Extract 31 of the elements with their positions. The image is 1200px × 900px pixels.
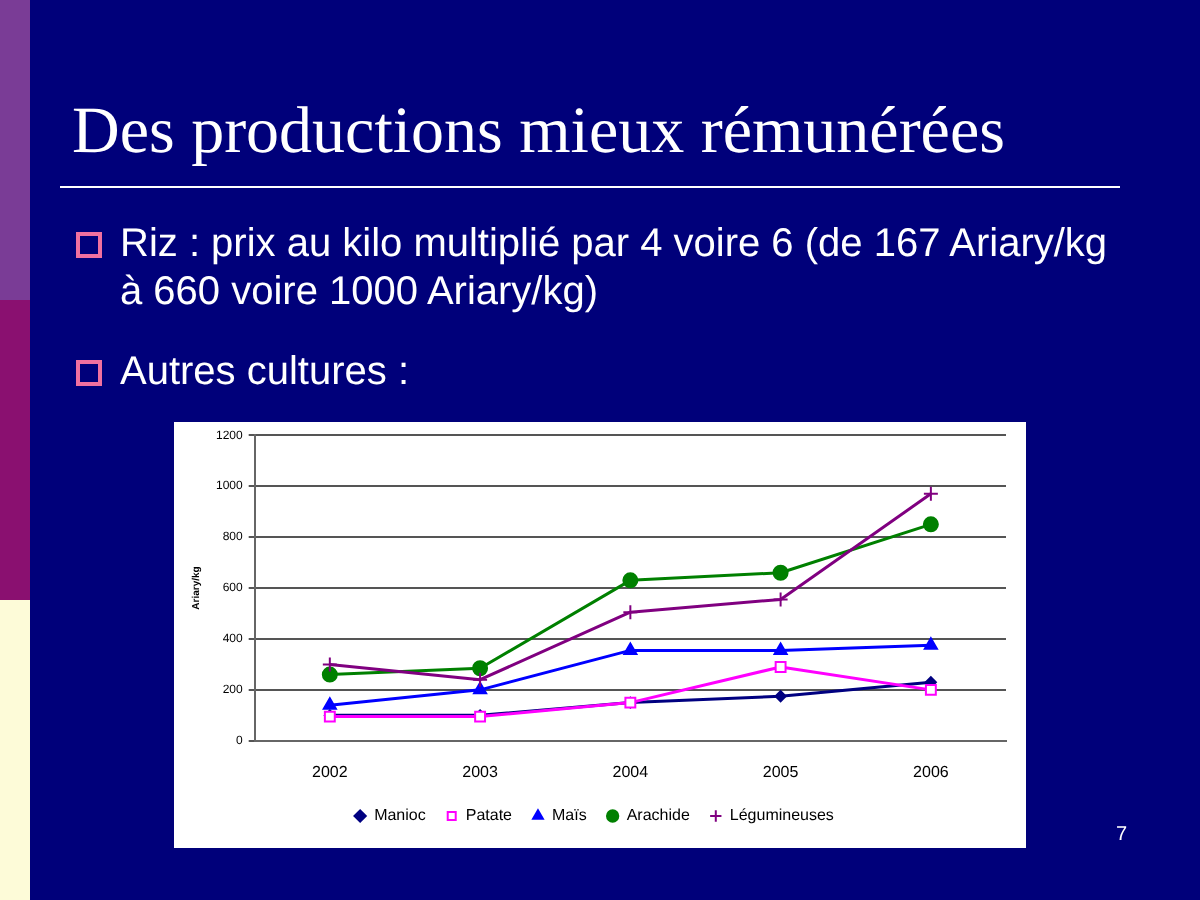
- legend-label: Maïs: [551, 806, 587, 825]
- text: 7: [1116, 824, 1128, 846]
- point: [772, 564, 789, 581]
- point: [472, 660, 489, 677]
- legend-label: Patate: [465, 806, 514, 825]
- legend-label: Arachide: [626, 806, 691, 825]
- x-tick-label: 2004: [612, 762, 650, 781]
- x-tick-label: 2002: [312, 762, 349, 781]
- point: [772, 591, 789, 608]
- legend-label: Légumineuses: [729, 806, 834, 825]
- x-tick-label: 2006: [913, 762, 950, 781]
- text: Riz : prix au kilo multiplié par 4 voire 6 (de 167 Ariary/kg à 660 voire 1000 Ariary/kg): [120, 220, 1110, 316]
- point: [923, 637, 938, 650]
- point: [773, 642, 788, 655]
- point: [623, 642, 638, 655]
- point: [622, 572, 639, 589]
- point: [774, 690, 787, 703]
- x-tick-label: 2005: [762, 762, 800, 781]
- x-tick-label: 2003: [462, 762, 499, 781]
- point: [924, 683, 937, 696]
- point: [922, 516, 939, 533]
- point: [321, 656, 338, 673]
- text: Autres cultures :: [120, 348, 412, 396]
- point: [622, 604, 639, 621]
- point: [472, 671, 489, 688]
- point: [774, 661, 787, 673]
- chart-title: Des productions mieux rémunérées: [72, 96, 1005, 170]
- point: [322, 697, 337, 710]
- point: [922, 485, 939, 502]
- legend-label: Manioc: [374, 806, 426, 825]
- point: [321, 666, 338, 683]
